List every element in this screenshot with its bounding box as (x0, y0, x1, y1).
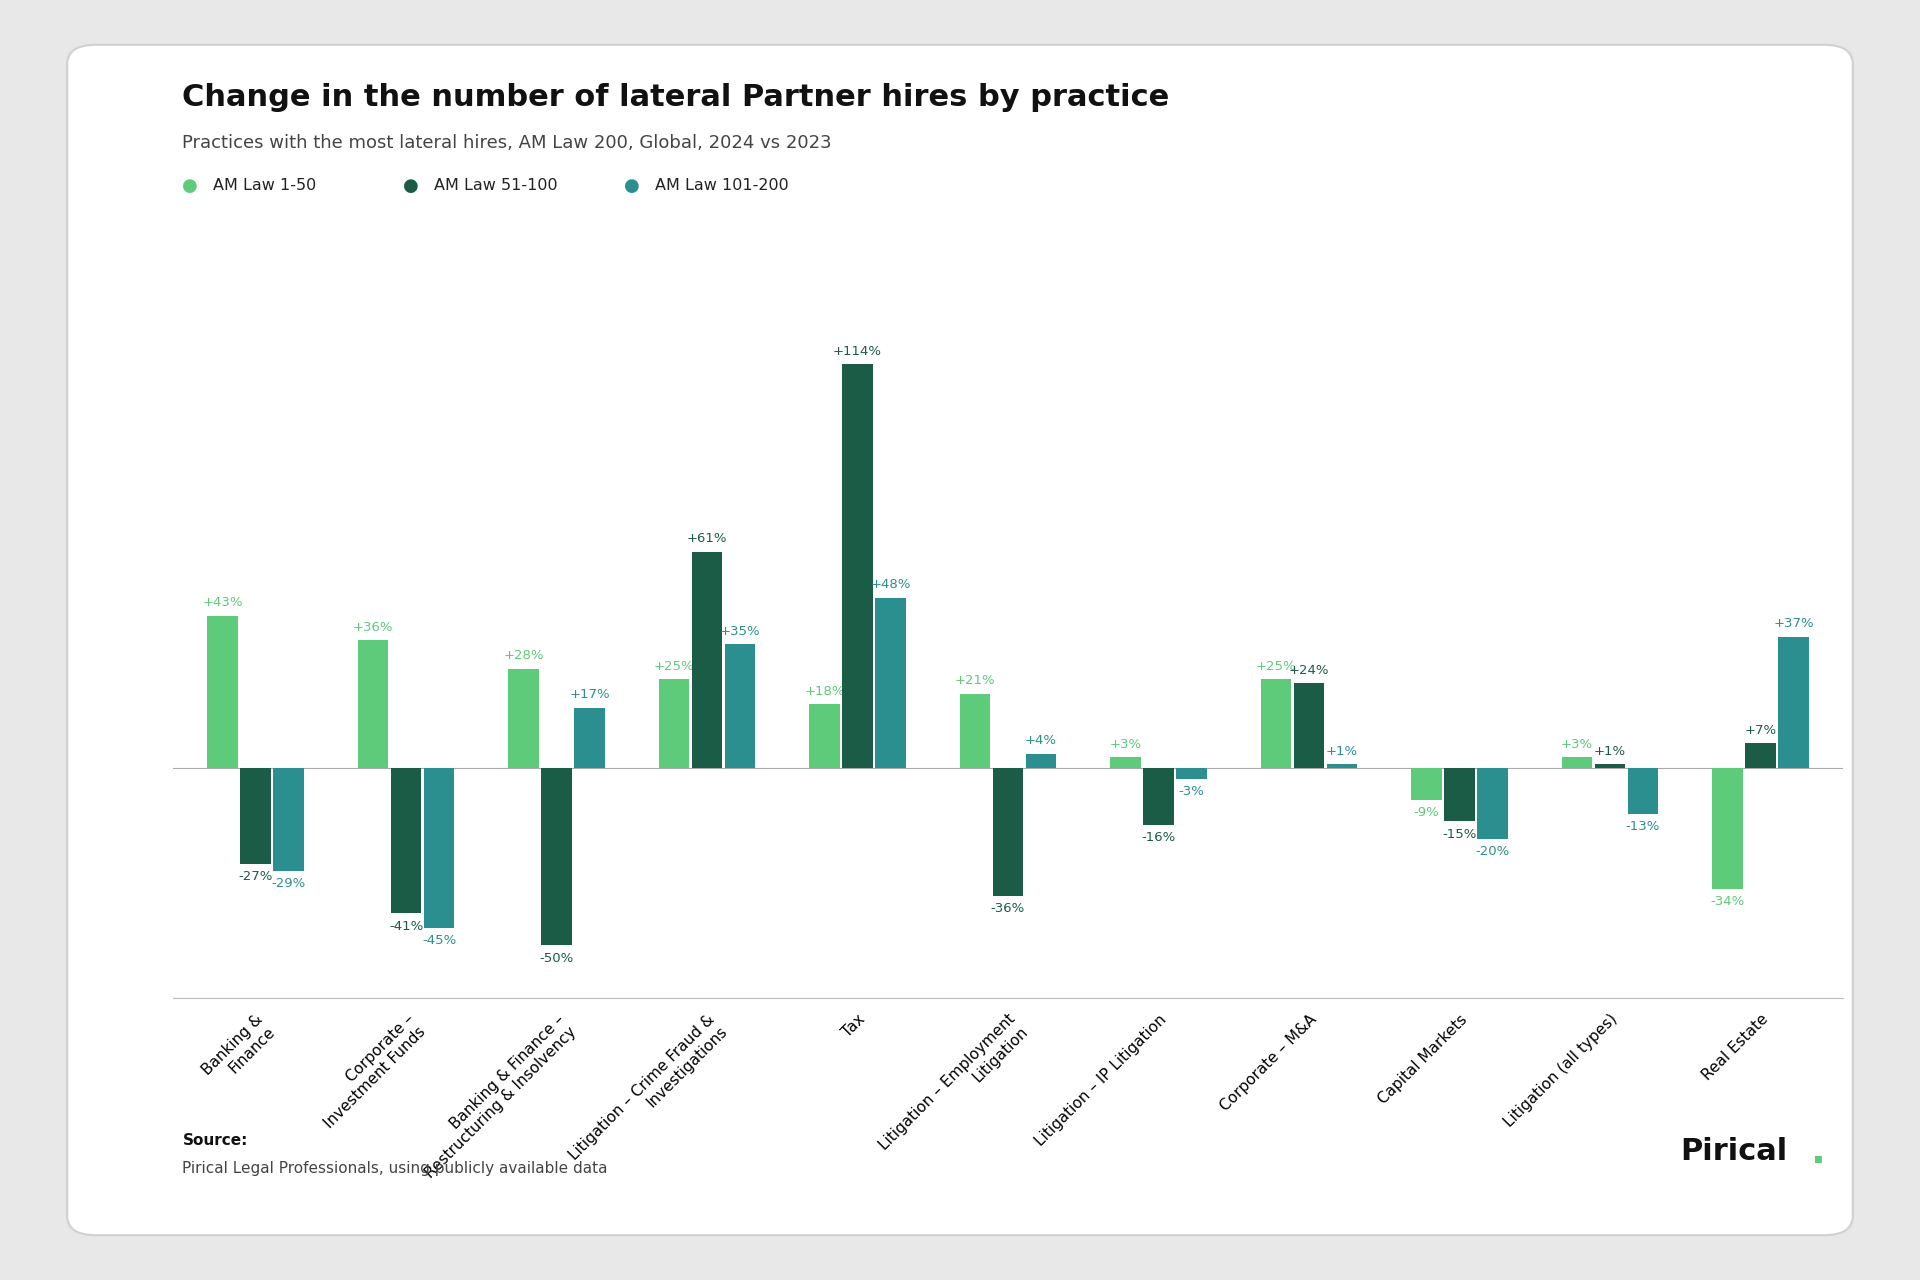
Bar (1261, 680, 1290, 768)
Bar (843, 364, 874, 768)
Bar (207, 616, 238, 768)
Bar (1294, 684, 1325, 768)
Bar (1476, 768, 1507, 838)
Text: +43%: +43% (202, 596, 242, 609)
Text: -15%: -15% (1442, 828, 1476, 841)
Bar (1110, 758, 1140, 768)
Text: +37%: +37% (1774, 617, 1814, 631)
Text: Pirical: Pirical (1680, 1138, 1788, 1166)
Text: +17%: +17% (570, 689, 611, 701)
Text: Practices with the most lateral hires, AM Law 200, Global, 2024 vs 2023: Practices with the most lateral hires, A… (182, 134, 831, 152)
Text: -16%: -16% (1140, 831, 1175, 844)
Bar (1444, 768, 1475, 822)
Text: +18%: +18% (804, 685, 845, 698)
Bar (960, 694, 991, 768)
Text: ●: ● (624, 177, 639, 195)
Bar (1177, 768, 1208, 778)
Bar (659, 680, 689, 768)
Bar (1142, 768, 1173, 824)
Text: +48%: +48% (870, 579, 910, 591)
Text: .: . (1811, 1133, 1826, 1171)
Text: +25%: +25% (1256, 660, 1296, 673)
Bar (876, 598, 906, 768)
Bar (1745, 744, 1776, 768)
Text: ●: ● (182, 177, 198, 195)
Bar (1327, 764, 1357, 768)
Bar (240, 768, 271, 864)
Text: +21%: +21% (954, 675, 995, 687)
Text: +3%: +3% (1561, 739, 1594, 751)
Text: -34%: -34% (1711, 895, 1745, 908)
Text: -41%: -41% (390, 920, 422, 933)
Bar (1411, 768, 1442, 800)
Text: ●: ● (403, 177, 419, 195)
Text: -3%: -3% (1179, 785, 1204, 797)
Bar (1025, 754, 1056, 768)
Text: +4%: +4% (1025, 735, 1058, 748)
Text: -45%: -45% (422, 934, 457, 947)
Bar (1596, 764, 1624, 768)
Text: +36%: +36% (353, 621, 394, 634)
Text: AM Law 101-200: AM Law 101-200 (655, 178, 789, 193)
Text: +114%: +114% (833, 344, 881, 357)
Bar (424, 768, 455, 928)
Text: -27%: -27% (238, 870, 273, 883)
Bar (1628, 768, 1659, 814)
Text: -36%: -36% (991, 902, 1025, 915)
Bar (1561, 758, 1592, 768)
Text: +35%: +35% (720, 625, 760, 637)
Text: +28%: +28% (503, 649, 543, 662)
Bar (1713, 768, 1743, 888)
Text: +25%: +25% (653, 660, 695, 673)
Text: -9%: -9% (1413, 806, 1440, 819)
Bar (726, 644, 755, 768)
Bar (574, 708, 605, 768)
Text: +24%: +24% (1288, 663, 1329, 677)
Bar (808, 704, 839, 768)
Bar (541, 768, 572, 945)
Bar (509, 668, 540, 768)
Text: +1%: +1% (1327, 745, 1357, 758)
Bar (993, 768, 1023, 896)
Text: -20%: -20% (1475, 845, 1509, 859)
Bar (691, 552, 722, 768)
Bar (1778, 637, 1809, 768)
Text: +1%: +1% (1594, 745, 1626, 758)
Bar (392, 768, 420, 914)
Text: Source:: Source: (182, 1133, 248, 1148)
Text: +61%: +61% (687, 532, 728, 545)
Bar (273, 768, 303, 870)
Text: Pirical Legal Professionals, using publicly available data: Pirical Legal Professionals, using publi… (182, 1161, 609, 1176)
Text: +3%: +3% (1110, 739, 1142, 751)
Text: -29%: -29% (271, 877, 305, 890)
Text: AM Law 51-100: AM Law 51-100 (434, 178, 557, 193)
Text: +7%: +7% (1745, 723, 1776, 737)
Text: -50%: -50% (540, 951, 574, 965)
Bar (357, 640, 388, 768)
Text: Change in the number of lateral Partner hires by practice: Change in the number of lateral Partner … (182, 83, 1169, 113)
Text: -13%: -13% (1626, 820, 1661, 833)
Text: AM Law 1-50: AM Law 1-50 (213, 178, 317, 193)
